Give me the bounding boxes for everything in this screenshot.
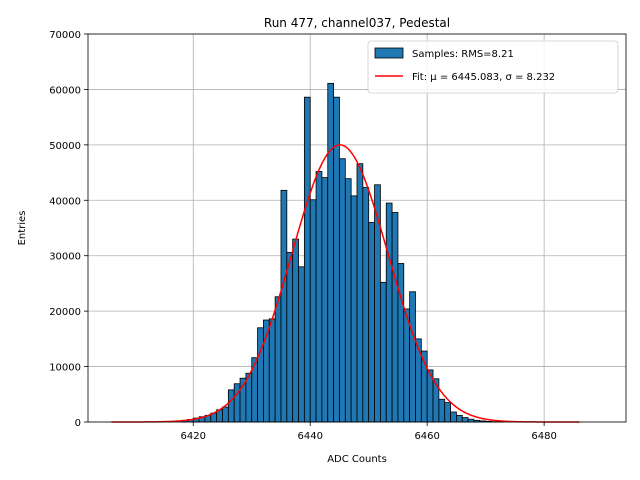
- histogram-bar: [298, 266, 305, 423]
- y-tick-label: 70000: [49, 30, 81, 41]
- histogram-bar: [222, 406, 229, 423]
- histogram-bar: [274, 296, 282, 423]
- y-tick-label: 0: [75, 418, 81, 429]
- histogram-bar: [350, 195, 358, 423]
- histogram-bar: [391, 212, 399, 423]
- histogram-bar: [415, 338, 422, 423]
- x-tick-label: 6440: [297, 431, 322, 442]
- legend-fit-prefix: Fit:: [412, 72, 430, 83]
- histogram-bar: [303, 96, 311, 423]
- histogram-bar: [356, 163, 364, 423]
- x-tick-label: 6460: [414, 431, 439, 442]
- histogram-bar: [315, 171, 323, 423]
- histogram-bar: [467, 418, 475, 423]
- histogram-bars: [181, 82, 504, 423]
- histogram-bar: [227, 389, 235, 423]
- histogram-bar: [321, 177, 329, 423]
- legend: Samples: RMS=8.21 Fit: μ = 6445.083, σ =…: [367, 40, 619, 94]
- y-tick-label: 60000: [49, 85, 81, 96]
- histogram-bar: [280, 189, 288, 423]
- legend-fit-sigma: σ = 8.232: [505, 72, 555, 83]
- y-tick-label: 50000: [49, 141, 81, 152]
- legend-histogram-swatch: [374, 47, 404, 59]
- histogram-bar: [397, 263, 405, 423]
- histogram-bar: [444, 402, 451, 423]
- histogram-bar: [257, 327, 264, 423]
- y-axis: 0 10000 20000 30000 40000 50000 60000 70000: [49, 30, 88, 429]
- legend-histogram-label: Samples: RMS=8.21: [412, 49, 514, 60]
- histogram-bar: [339, 158, 346, 423]
- legend-fit-mu: μ = 6445.083: [430, 72, 499, 83]
- histogram-bar: [385, 202, 393, 423]
- legend-fit-label: Fit: μ = 6445.083, σ = 8.232: [412, 72, 555, 83]
- x-axis: 6420 6440 6460 6480: [181, 422, 557, 442]
- x-tick-label: 6420: [181, 431, 206, 442]
- histogram-bar: [409, 291, 416, 423]
- histogram-bar: [292, 238, 299, 423]
- histogram-bar: [374, 184, 381, 423]
- histogram-bar: [309, 199, 317, 423]
- x-tick-label: 6480: [531, 431, 556, 442]
- y-tick-label: 10000: [49, 363, 81, 374]
- histogram-bar: [456, 414, 463, 423]
- histogram-bar: [438, 398, 446, 423]
- histogram-bar: [461, 417, 469, 423]
- histogram-bar: [327, 82, 335, 423]
- histogram-bar: [450, 411, 457, 423]
- plot-frame: [87, 33, 627, 423]
- legend-fit-separator: ,: [499, 72, 505, 83]
- histogram-bar: [344, 178, 352, 423]
- histogram-bar: [368, 222, 375, 423]
- y-tick-label: 30000: [49, 252, 81, 263]
- chart-title: Run 477, channel037, Pedestal: [264, 16, 450, 30]
- fit-curve: [111, 144, 580, 423]
- histogram-bar: [379, 281, 387, 423]
- y-axis-label: Entries: [17, 211, 28, 246]
- histogram-bar: [403, 308, 411, 423]
- histogram-bar: [233, 383, 241, 423]
- x-axis-label: ADC Counts: [327, 454, 387, 465]
- histogram-bar: [362, 187, 370, 423]
- histogram-bar: [286, 251, 294, 423]
- legend-box: [367, 40, 619, 94]
- y-tick-label: 20000: [49, 307, 81, 318]
- histogram-bar: [268, 318, 276, 423]
- y-tick-label: 40000: [49, 196, 81, 207]
